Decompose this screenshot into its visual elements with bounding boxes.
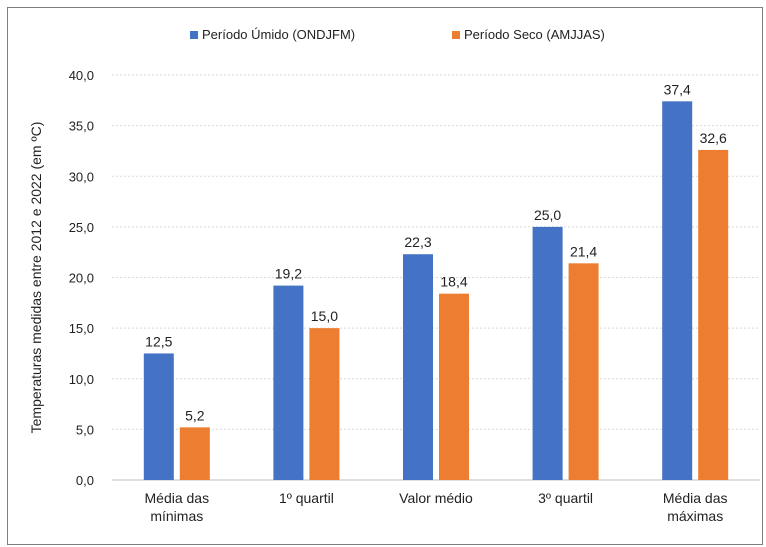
data-label: 12,5 — [145, 333, 172, 349]
legend-label-1: Período Úmido (ONDJFM) — [202, 27, 355, 42]
y-tick-label: 15,0 — [69, 321, 94, 336]
data-label: 32,6 — [700, 130, 727, 146]
data-label: 25,0 — [534, 207, 561, 223]
x-tick-label: máximas — [667, 508, 723, 524]
bar-series-1-cat-4 — [532, 226, 563, 480]
y-tick-label: 20,0 — [69, 271, 94, 286]
bar-series-1-cat-3 — [403, 254, 433, 480]
data-label: 18,4 — [440, 274, 467, 290]
bars — [143, 101, 729, 481]
bar-series-2-cat-1 — [179, 427, 210, 480]
x-tick-label: mínimas — [150, 508, 203, 524]
x-axis: Média das mínimas 1º quartil Valor médio 3º … — [145, 490, 728, 524]
bar-series-2-cat-5 — [698, 149, 729, 481]
x-tick-label: Média das — [663, 490, 728, 506]
x-tick-label: Valor médio — [399, 490, 473, 506]
x-tick-label: 1º quartil — [279, 490, 334, 506]
data-label: 22,3 — [404, 234, 431, 250]
x-tick-label: 3º quartil — [538, 490, 593, 506]
y-axis: 0,0 5,0 10,0 15,0 20,0 25,0 30,0 35,0 40,0 — [69, 68, 94, 488]
y-tick-label: 35,0 — [69, 119, 94, 134]
gridlines — [112, 74, 760, 481]
data-labels: 12,5 5,2 19,2 15,0 22,3 18,4 25,0 21,4 37,4 32,6 — [145, 81, 727, 423]
bar-series-1-cat-5 — [662, 101, 693, 480]
x-tick-label: Média das — [145, 490, 210, 506]
bar-series-2-cat-2 — [309, 328, 340, 480]
y-tick-label: 40,0 — [69, 68, 94, 83]
data-label: 19,2 — [275, 266, 302, 282]
bar-series-1-cat-2 — [273, 285, 304, 480]
legend-swatch-2 — [452, 31, 460, 39]
data-label: 21,4 — [570, 243, 597, 259]
y-tick-label: 30,0 — [69, 169, 94, 184]
bar-series-2-cat-4 — [568, 263, 599, 480]
legend: Período Úmido (ONDJFM) Período Seco (AMJJ… — [190, 27, 605, 42]
y-axis-title: Temperaturas medidas entre 2012 e 2022 (… — [28, 122, 44, 434]
y-tick-label: 0,0 — [76, 473, 94, 488]
data-label: 5,2 — [185, 407, 205, 423]
chart-frame — [7, 7, 763, 545]
y-tick-label: 5,0 — [76, 422, 94, 437]
legend-label-2: Período Seco (AMJJAS) — [464, 27, 605, 42]
data-label: 37,4 — [664, 81, 691, 97]
bar-series-2-cat-3 — [439, 293, 469, 480]
legend-swatch-1 — [190, 31, 198, 39]
data-label: 15,0 — [311, 308, 338, 324]
y-tick-label: 25,0 — [69, 220, 94, 235]
y-tick-label: 10,0 — [69, 372, 94, 387]
bar-series-1-cat-1 — [143, 353, 174, 480]
